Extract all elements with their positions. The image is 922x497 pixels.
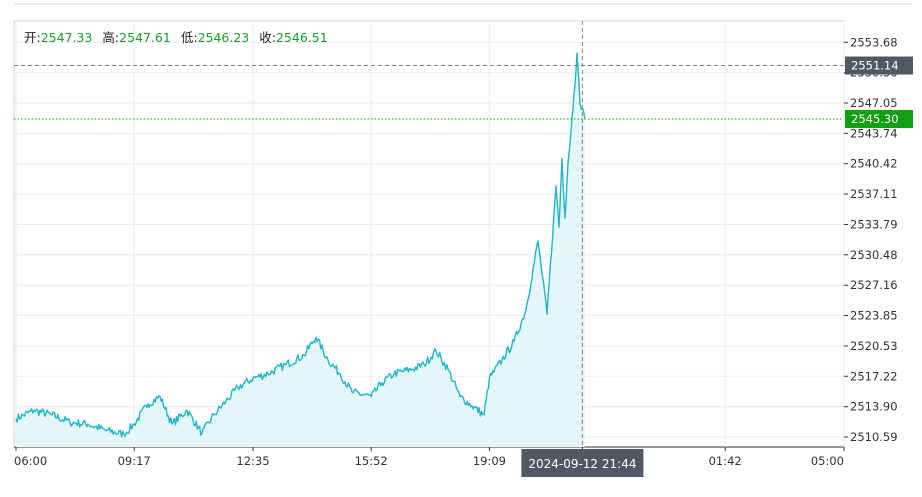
- price-tick-label: 2547.05: [850, 96, 898, 110]
- time-tick-label: 05:00: [811, 454, 844, 468]
- crosshair-price-label: 2551.14: [851, 59, 899, 73]
- low-label: 低:: [181, 30, 198, 45]
- high-label: 高:: [102, 30, 119, 45]
- price-tick-label: 2553.68: [850, 35, 898, 49]
- price-tick-label: 2527.16: [850, 278, 898, 292]
- price-tick-label: 2523.85: [850, 309, 898, 323]
- time-tick-label: 01:42: [709, 454, 742, 468]
- series-line: [15, 52, 586, 438]
- ohlc-legend: 开:2547.33 高:2547.61 低:2546.23 收:2546.51: [24, 30, 328, 45]
- crosshair-time-label: 2024-09-12 21:44: [528, 457, 636, 471]
- series-layer: [15, 52, 586, 447]
- price-tick-label: 2543.74: [850, 126, 898, 140]
- low-value: 2546.23: [198, 30, 250, 45]
- overlay-layer: 2545.30 2551.14 2024-09-12 21:44: [14, 21, 913, 477]
- price-tick-label: 2530.48: [850, 248, 898, 262]
- time-tick-label: 15:52: [355, 454, 388, 468]
- price-tick-label: 2537.11: [850, 187, 898, 201]
- crosshair-price-tag: [845, 56, 913, 75]
- time-tick-label: 19:09: [473, 454, 506, 468]
- high-value: 2547.61: [119, 30, 171, 45]
- price-tick-label: 2513.90: [850, 400, 898, 414]
- time-tick-label: 09:17: [118, 454, 151, 468]
- close-label: 收:: [259, 30, 276, 45]
- price-tick-label: 2510.59: [850, 430, 898, 444]
- price-tick-label: 2540.42: [850, 157, 898, 171]
- open-value: 2547.33: [41, 30, 93, 45]
- price-tick-label: 2520.53: [850, 339, 898, 353]
- last-price-label: 2545.30: [851, 112, 899, 126]
- price-tick-label: 2533.79: [850, 217, 898, 231]
- time-tick-label: 12:35: [236, 454, 269, 468]
- time-tick-label: 06:00: [14, 454, 47, 468]
- open-label: 开:: [24, 30, 41, 45]
- price-tick-label: 2517.22: [850, 369, 898, 383]
- close-value: 2546.51: [276, 30, 328, 45]
- crosshair-time-tag: [521, 449, 644, 477]
- series-area-fill: [16, 53, 585, 447]
- price-axis-ticks: 2553.682550.362547.052543.742540.422537.…: [844, 35, 898, 444]
- last-price-tag: [845, 110, 913, 129]
